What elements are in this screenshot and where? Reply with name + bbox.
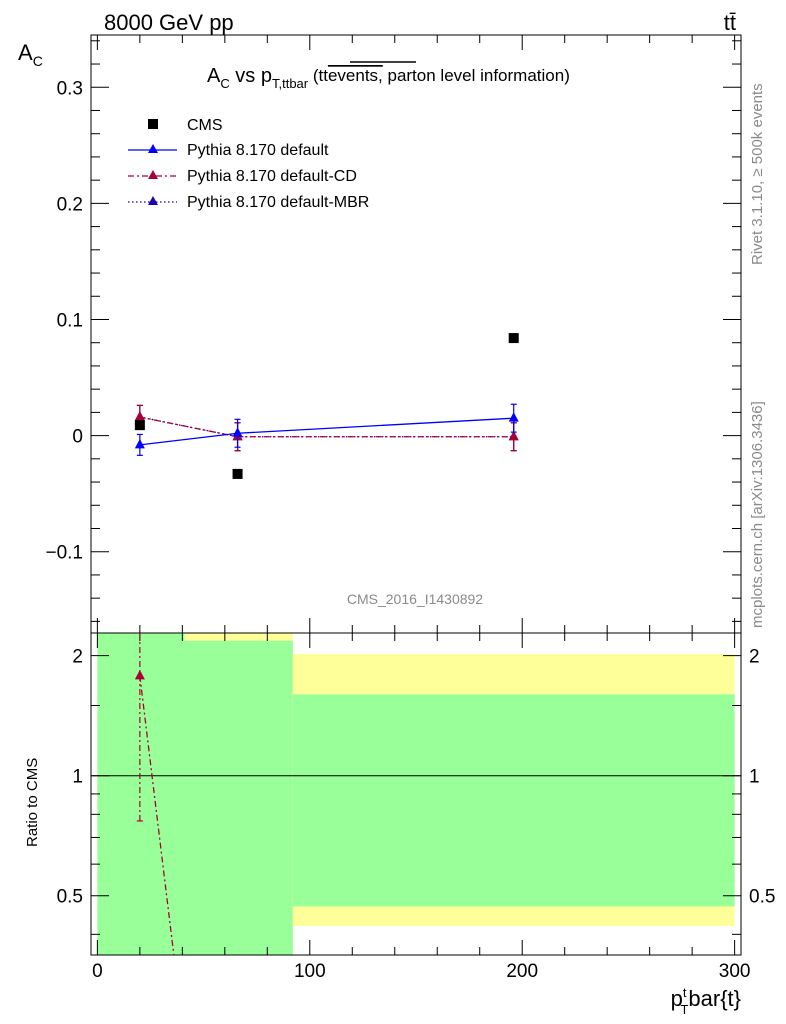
ratio-ytick-label-right: 2 (749, 647, 760, 668)
x-axis-label: pt Tbar{t} (671, 985, 741, 1017)
analysis-watermark: CMS_2016_I1430892 (347, 591, 483, 607)
axis-ticks (91, 35, 741, 955)
x-tick-label: 200 (506, 961, 538, 982)
ratio-ytick-label-right: 0.5 (749, 887, 775, 908)
legend-label-mbr: Pythia 8.170 default-MBR (187, 194, 369, 211)
header-energy: 8000 GeV pp (104, 10, 234, 35)
ratio-ytick-label-left: 1 (72, 767, 83, 788)
series-point (134, 411, 145, 421)
main-ytick-label: 0 (72, 427, 83, 448)
legend-label-cms: CMS (187, 117, 223, 134)
legend-marker-default (148, 144, 158, 153)
series-line (139, 416, 514, 438)
ratio-ytick-label-left: 0.5 (57, 887, 83, 908)
ratio-point (134, 669, 145, 680)
cms-point (508, 333, 519, 344)
x-tick-label: 300 (719, 961, 751, 982)
cms-point (232, 468, 243, 479)
main-series (134, 333, 519, 479)
y-axis-label-ratio: Ratio to CMS (24, 758, 41, 847)
series-point (134, 438, 145, 449)
ratio-band-green-2 (292, 694, 735, 907)
ratio-ytick-label-left: 2 (72, 647, 83, 668)
main-ytick-label: 0.2 (57, 194, 83, 215)
series-point (508, 412, 519, 422)
y-axis-label-main: AC (18, 40, 43, 69)
series-line (139, 416, 514, 438)
x-tick-label: 0 (92, 961, 103, 982)
ratio-band-green-1 (184, 640, 293, 955)
main-ytick-label: −0.1 (45, 543, 83, 564)
series-point (232, 427, 243, 437)
series-point (508, 430, 519, 441)
series-line (139, 417, 514, 446)
rivet-info: Rivet 3.1.10, ≥ 500k events (749, 83, 766, 265)
ratio-bands (97, 633, 735, 955)
ratio-series-line (139, 675, 175, 956)
ratio-ytick-label-right: 1 (749, 767, 760, 788)
header-process: tt̄ (724, 10, 736, 35)
legend-label-default: Pythia 8.170 default (187, 142, 329, 159)
legend-label-cd: Pythia 8.170 default-CD (187, 168, 357, 185)
legend: CMS Pythia 8.170 default Pythia 8.170 de… (128, 117, 369, 211)
mcplots-info: mcplots.cern.ch [arXiv:1306.3436] (749, 401, 766, 628)
legend-marker-cms (148, 119, 158, 129)
legend-marker-mbr (148, 196, 158, 205)
plot-title: AC vs pT,ttbar (ttevents, parton level i… (207, 65, 570, 91)
x-tick-label: 100 (294, 961, 326, 982)
main-ytick-label: 0.3 (57, 78, 83, 99)
main-ytick-label: 0.1 (57, 310, 83, 331)
ratio-series (134, 633, 175, 956)
legend-marker-cd (148, 170, 158, 179)
cms-point (134, 420, 145, 431)
axis-tick-labels: −0.1 0 0.1 0.2 0.3 0 100 200 300 0.5 0.5 1 1 2 2 (45, 78, 775, 982)
